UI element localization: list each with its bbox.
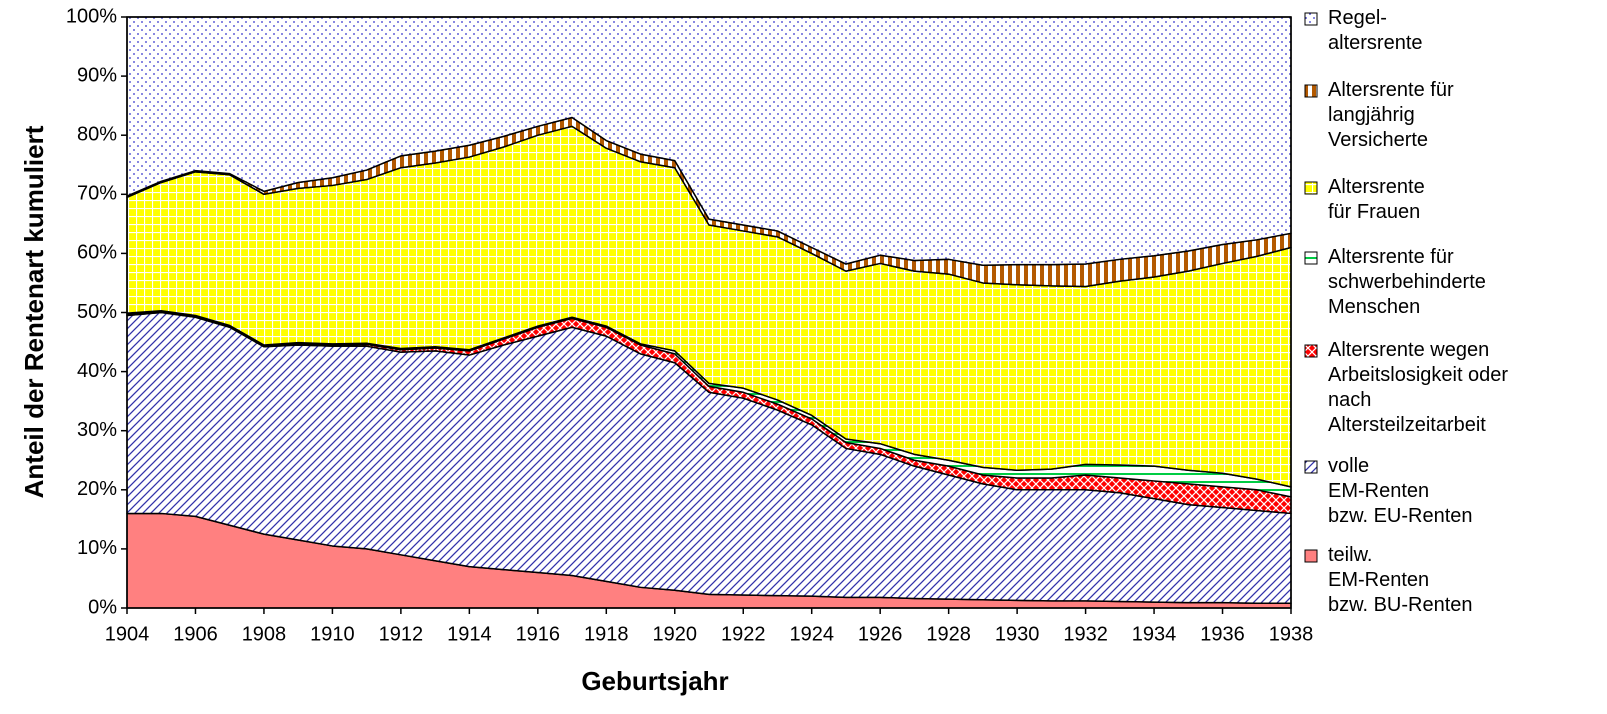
legend-label: Altersrente für schwerbehinderte Mensche… — [1328, 246, 1486, 318]
x-tick-label: 1906 — [173, 623, 218, 645]
y-tick-label: 70% — [77, 183, 117, 205]
legend-label: teilw. EM-Renten bzw. BU-Renten — [1328, 544, 1473, 616]
y-tick-label: 0% — [88, 596, 117, 618]
x-tick-label: 1928 — [926, 623, 971, 645]
x-tick-label: 1912 — [379, 623, 424, 645]
x-axis-title: Geburtsjahr — [581, 666, 728, 696]
legend-swatch — [1304, 549, 1318, 563]
x-tick-label: 1938 — [1269, 623, 1314, 645]
legend-label: Altersrente für langjährig Versicherte — [1328, 79, 1454, 151]
x-tick-label: 1926 — [858, 623, 903, 645]
x-tick-label: 1904 — [105, 623, 150, 645]
y-tick-label: 20% — [77, 478, 117, 500]
x-tick-label: 1920 — [653, 623, 698, 645]
x-tick-label: 1934 — [1132, 623, 1177, 645]
legend-label: volle EM-Renten bzw. EU-Renten — [1328, 455, 1473, 527]
y-tick-label: 100% — [66, 5, 117, 27]
legend-swatch — [1304, 344, 1318, 358]
y-tick-label: 80% — [77, 123, 117, 145]
x-tick-label: 1936 — [1200, 623, 1245, 645]
legend-swatch — [1304, 84, 1318, 98]
x-tick-label: 1924 — [789, 623, 834, 645]
legend-label: Regel- altersrente — [1328, 7, 1423, 54]
legend-swatch — [1304, 460, 1318, 474]
legend-label: Altersrente wegen Arbeitslosigkeit oder … — [1328, 339, 1509, 436]
x-tick-label: 1916 — [516, 623, 561, 645]
x-tick-label: 1914 — [447, 623, 492, 645]
y-axis-title: Anteil der Rentenart kumuliert — [19, 125, 49, 498]
x-tick-label: 1908 — [242, 623, 287, 645]
y-tick-label: 40% — [77, 360, 117, 382]
x-tick-label: 1918 — [584, 623, 629, 645]
y-tick-label: 30% — [77, 419, 117, 441]
legend-label: Altersrente für Frauen — [1328, 176, 1425, 223]
legend-swatch — [1304, 181, 1318, 195]
y-tick-label: 60% — [77, 242, 117, 264]
y-tick-label: 50% — [77, 301, 117, 323]
x-tick-label: 1932 — [1063, 623, 1108, 645]
x-tick-label: 1910 — [310, 623, 355, 645]
y-tick-label: 90% — [77, 64, 117, 86]
y-tick-label: 10% — [77, 537, 117, 559]
legend-swatch — [1304, 12, 1318, 26]
legend-swatch — [1304, 251, 1318, 265]
x-tick-label: 1930 — [995, 623, 1040, 645]
x-tick-label: 1922 — [721, 623, 766, 645]
